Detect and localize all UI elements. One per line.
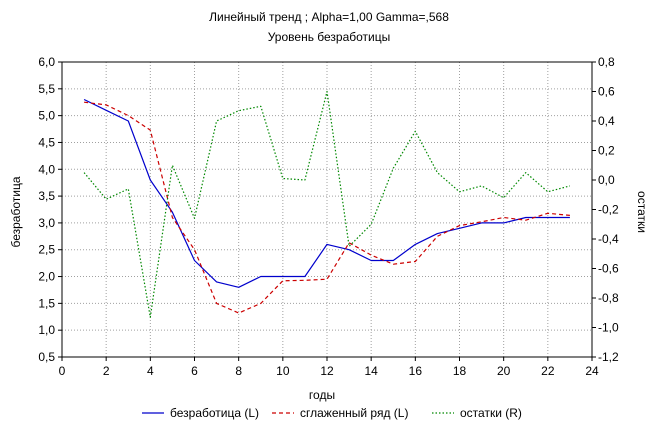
chart-title: Линейный тренд ; Alpha=1,00 Gamma=,568 [209,10,449,24]
right-y-tick-label: 0,4 [598,114,615,128]
right-y-tick-label: 0,8 [598,55,615,69]
left-y-tick-label: 5,5 [38,82,55,96]
left-y-tick-label: 2,0 [38,270,55,284]
left-y-tick-label: 4,0 [38,162,55,176]
right-y-axis-ticks: -1,2 -1,0 -0,8 -0,6 -0,4 -0,2 0,0 0,2 0,4 0,6 0,8 [592,55,619,364]
series-line-3 [83,90,571,318]
legend: безработица (L) сглаженный ряд (L) остатки… [142,406,522,420]
x-tick-label: 24 [585,364,599,378]
right-y-axis-title: остатки [635,191,649,233]
right-y-tick-label: -0,2 [598,203,619,217]
right-y-tick-label: -0,6 [598,262,619,276]
x-tick-label: 12 [320,364,334,378]
right-y-tick-label: 0,0 [598,173,615,187]
x-tick-label: 2 [103,364,110,378]
x-tick-label: 14 [364,364,378,378]
x-tick-label: 6 [191,364,198,378]
x-tick-label: 16 [409,364,423,378]
left-y-axis-title: безработица [9,176,23,247]
x-tick-label: 4 [147,364,154,378]
left-y-tick-label: 2,5 [38,243,55,257]
right-y-tick-label: 0,6 [598,85,615,99]
x-tick-label: 0 [59,364,66,378]
left-y-tick-label: 1,5 [38,296,55,310]
series-line-1 [83,98,570,288]
left-y-tick-label: 6,0 [38,55,55,69]
x-tick-label: 18 [453,364,467,378]
left-y-tick-label: 4,5 [38,135,55,149]
left-y-tick-label: 0,5 [38,350,55,364]
left-y-tick-label: 5,0 [38,109,55,123]
x-tick-label: 8 [235,364,242,378]
right-y-tick-label: -0,4 [598,232,619,246]
chart-subtitle: Уровень безработицы [268,30,391,44]
left-y-tick-label: 3,0 [38,216,55,230]
x-tick-label: 22 [541,364,555,378]
legend-label-2: сглаженный ряд (L) [300,406,408,420]
series-lines [83,90,571,318]
left-y-tick-label: 3,5 [38,189,55,203]
right-y-tick-label: -1,2 [598,350,619,364]
x-axis-ticks: 0 2 4 6 8 10 12 14 16 18 20 22 24 [59,357,599,378]
x-axis-title: годы [309,388,335,402]
legend-label-3: остатки (R) [460,406,522,420]
series-line-2 [84,101,570,314]
left-y-axis-ticks: 0,5 1,0 1,5 2,0 2,5 3,0 3,5 4,0 4,5 5,0 5,5 6,0 [38,55,62,364]
x-tick-label: 10 [276,364,290,378]
right-y-tick-label: -1,0 [598,321,619,335]
left-y-tick-label: 1,0 [38,323,55,337]
right-y-tick-label: -0,8 [598,291,619,305]
right-y-tick-label: 0,2 [598,144,615,158]
x-tick-label: 20 [497,364,511,378]
legend-label-1: безработица (L) [170,406,259,420]
